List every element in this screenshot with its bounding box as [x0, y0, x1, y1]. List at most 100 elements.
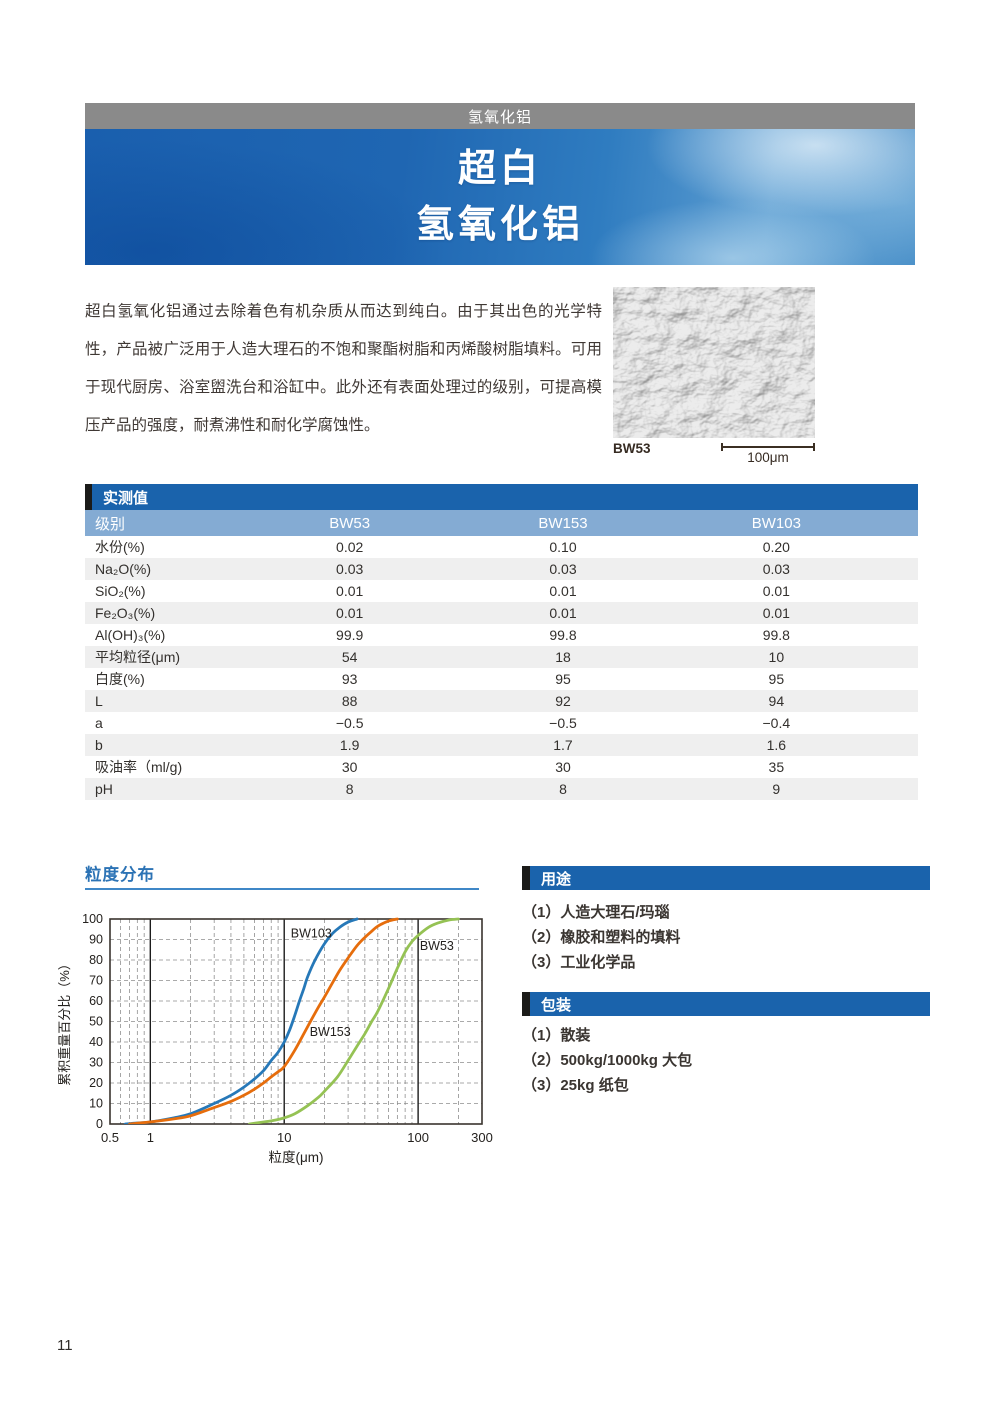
figure-caption: BW53 100μm	[613, 441, 815, 465]
product-title-line2: 氢氧化铝	[415, 204, 584, 246]
row-label: Al(OH)₃(%)	[95, 627, 166, 643]
row-value: 18	[555, 649, 571, 665]
x-axis-title: 粒度(μm)	[268, 1150, 323, 1165]
sem-figure: BW53 100μm	[613, 287, 815, 465]
page-number: 11	[57, 1337, 73, 1354]
row-value: 9	[772, 781, 781, 797]
scale-bar-line	[721, 443, 815, 451]
row-label: 平均粒径(μm)	[95, 649, 181, 665]
table-grade-row: 级别 BW53 BW153 BW103	[85, 510, 918, 536]
row-value: 0.03	[336, 561, 364, 577]
y-tick-label: 60	[89, 994, 103, 1008]
plot-border	[109, 918, 483, 1125]
series-BW103-label: BW103	[291, 926, 332, 940]
uses-item: （3）工业化学品	[522, 954, 636, 971]
row-value: 1.9	[339, 737, 360, 753]
table-row: a −0.5 −0.5 −0.4	[85, 712, 918, 734]
row-label: pH	[95, 781, 113, 797]
row-value: 95	[768, 671, 785, 687]
uses-item: （1）人造大理石/玛瑙	[522, 904, 670, 921]
y-tick-label: 0	[96, 1117, 103, 1131]
row-value: 0.01	[549, 583, 577, 599]
chart-svg: BW103 BW153 BW53 0 10 20 30 40 50 60 70 80 90 100 0.5 1…	[57, 912, 493, 1165]
category-tag-label: 氢氧化铝	[467, 108, 532, 126]
product-title-line1: 超白	[457, 148, 542, 190]
row-value: 10	[768, 649, 785, 665]
grade-column-BW153: BW153	[538, 514, 588, 532]
sem-micrograph-image	[613, 287, 815, 438]
table-title-bar: 实测值	[85, 484, 918, 510]
table-row: pH 8 8 9	[85, 778, 918, 800]
row-value: 88	[341, 693, 358, 709]
row-label: 白度(%)	[95, 671, 145, 687]
uses-list: （1）人造大理石/玛瑙 （2）橡胶和塑料的填料 （3）工业化学品	[522, 900, 930, 975]
row-value: 1.6	[766, 737, 787, 753]
row-value: 0.01	[762, 605, 790, 621]
row-value: 35	[768, 759, 785, 775]
row-value: −0.5	[549, 715, 577, 731]
table-row: L 88 92 94	[85, 690, 918, 712]
row-value: 0.10	[549, 539, 577, 555]
row-label: L	[95, 693, 103, 709]
row-value: 0.01	[336, 583, 364, 599]
row-value: 99.8	[762, 627, 790, 643]
y-tick-label: 50	[89, 1015, 103, 1029]
y-tick-label: 40	[89, 1035, 103, 1049]
x-tick-label: 0.5	[101, 1130, 119, 1145]
uses-item: （2）橡胶和塑料的填料	[522, 929, 681, 946]
grade-column-BW103: BW103	[751, 514, 801, 532]
row-label: b	[95, 737, 103, 753]
x-tick-label: 1	[147, 1130, 154, 1145]
table-row: b 1.9 1.7 1.6	[85, 734, 918, 756]
distribution-section-title: 粒度分布	[85, 866, 155, 884]
figure-grade-label: BW53	[613, 441, 651, 456]
y-tick-label: 10	[89, 1097, 103, 1111]
sem-texture	[613, 287, 815, 438]
row-value: 0.01	[762, 583, 790, 599]
series-BW103-line	[123, 917, 359, 1124]
row-value: 0.20	[762, 539, 790, 555]
table-row: SiO₂(%) 0.01 0.01 0.01	[85, 580, 918, 602]
packaging-list: （1）散装 （2）500kg/1000kg 大包 （3）25kg 纸包	[522, 1023, 930, 1098]
y-tick-label: 20	[89, 1076, 103, 1090]
table-body: 水份(%) 0.02 0.10 0.20 Na₂O(%) 0.03 0.03 0.03 SiO₂…	[85, 536, 918, 800]
table-row: 水份(%) 0.02 0.10 0.20	[85, 536, 918, 558]
distribution-title-underline	[85, 888, 479, 890]
table-row: 平均粒径(μm) 54 18 10	[85, 646, 918, 668]
row-value: 54	[341, 649, 358, 665]
row-value: 0.03	[762, 561, 790, 577]
uses-header-bar: 用途	[522, 866, 930, 890]
y-axis-title: 累积重量百分比（%）	[57, 957, 72, 1086]
row-value: 30	[341, 759, 358, 775]
row-label: a	[95, 715, 103, 731]
row-label: 水份(%)	[95, 539, 145, 555]
grade-column-BW53: BW53	[329, 514, 371, 532]
y-tick-label: 100	[82, 912, 103, 926]
table-row: Na₂O(%) 0.03 0.03 0.03	[85, 558, 918, 580]
row-value: 0.01	[549, 605, 577, 621]
packaging-item: （3）25kg 纸包	[522, 1077, 629, 1094]
row-value: 93	[341, 671, 358, 687]
row-value: 0.02	[336, 539, 364, 555]
row-value: −0.4	[762, 715, 791, 731]
row-value: 92	[555, 693, 571, 709]
scale-bar-text: 100μm	[747, 450, 789, 465]
scale-bar: 100μm	[721, 441, 815, 465]
series-BW153-label: BW153	[310, 1025, 351, 1039]
y-tick-label: 70	[89, 974, 103, 988]
intro-paragraph: 超白氢氧化铝通过去除着色有机杂质从而达到纯白。由于其出色的光学特性，产品被广泛用…	[85, 302, 602, 434]
packaging-title: 包装	[541, 996, 572, 1014]
uses-title: 用途	[541, 870, 572, 888]
row-value: 8	[559, 781, 567, 797]
y-tick-label: 30	[89, 1056, 103, 1070]
row-value: 1.7	[553, 737, 573, 753]
packaging-header-bar: 包装	[522, 992, 930, 1016]
grade-row-label: 级别	[95, 515, 126, 533]
y-tick-label: 90	[89, 933, 103, 947]
row-value: 8	[345, 781, 354, 797]
table-row: Fe₂O₃(%) 0.01 0.01 0.01	[85, 602, 918, 624]
table-row: Al(OH)₃(%) 99.9 99.8 99.8	[85, 624, 918, 646]
hero-banner: 超白 氢氧化铝	[85, 129, 915, 265]
row-value: 95	[555, 671, 571, 687]
